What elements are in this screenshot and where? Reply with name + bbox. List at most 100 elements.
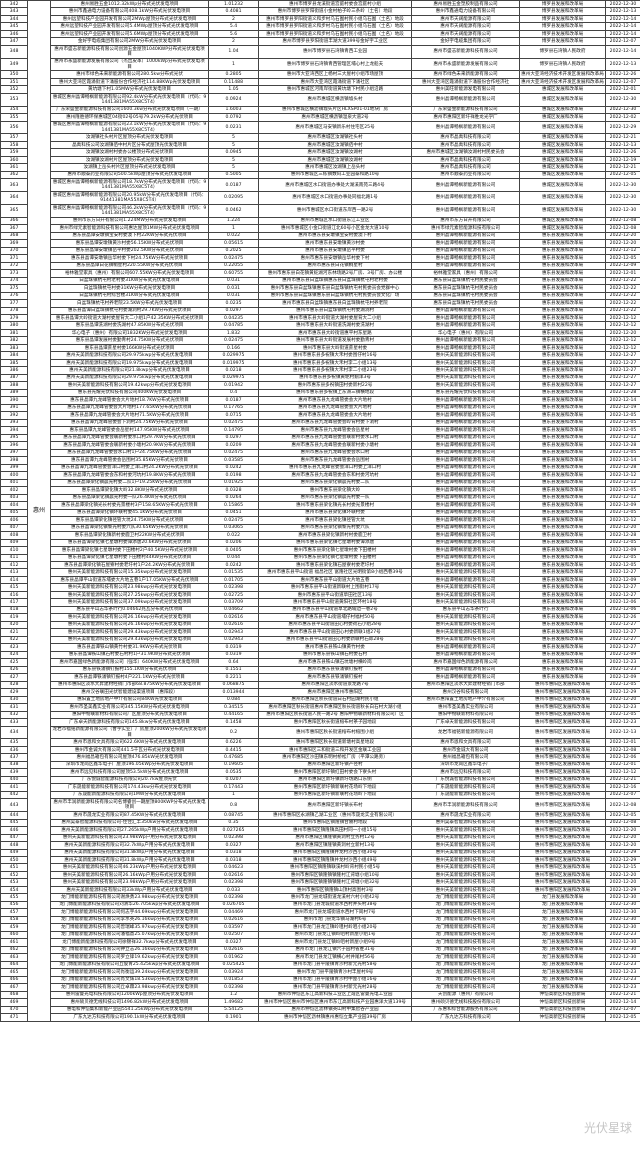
company-name: 惠州市绿元素智能源科技有限公司 (411, 224, 520, 233)
filing-date: 2022-12-30 (605, 0, 640, 9)
project-location: 惠州市惠东县白花镇桐星村 (258, 261, 412, 271)
approval-authority: 惠州市惠阳区发展和改革局 (519, 840, 606, 850)
project-location: 惠州市惠东县梁化镇黎光村委六队 (258, 523, 412, 533)
filing-date: 2022-12-29 (605, 120, 640, 135)
row-number: 471 (0, 1013, 28, 1022)
filing-date: 2022-12-23 (605, 975, 640, 985)
project-name: 惠州天美新能源科技有限公司21.8kwp分布式光伏发电项目 (50, 366, 209, 375)
capacity-mw: 0.02943 (208, 628, 259, 637)
company-name: 广东晟能新能源科技有限公司 (411, 790, 520, 800)
filing-date: 2022-12-30 (605, 893, 640, 902)
approval-authority: 惠东县发展和改革局 (519, 448, 606, 458)
table-row: 392 惠东县晶谭九龙峰管委会大片地村71.5KW分布式光伏项目 0.0715 惠州市… (0, 411, 640, 420)
approval-authority: 惠东县发展和改革局 (519, 665, 606, 675)
project-location: 惠州市惠东县大岭街道发展村委勤青村 (258, 336, 412, 345)
approval-authority: 惠州市惠阳区发展和改革局 (519, 768, 606, 777)
company-name: 惠州晶谭畅枫新能源有限公司 (411, 553, 520, 563)
approval-authority: 龙门县发展和改革局 (519, 923, 606, 932)
project-name: 龙门博能新能源科技有限公司徐锦祥32.7kwp分布式光伏发电项目 (50, 938, 209, 947)
project-name: 惠州市永盛新能源发展有限公司（杰出皮革）1000kWp分布式光伏发电项目 (50, 57, 209, 72)
project-location: 惠州市惠城区小金口街道江北60号小区金龙大道10号 (258, 224, 412, 233)
project-name: 惠东县晶谭九龙峰管委会联新村委小塘村20.9KW分布式光伏项目 (50, 441, 209, 450)
row-number: 429 (0, 688, 28, 697)
capacity-mw: 0.02475 (208, 254, 259, 263)
project-name: 惠东县晶谭梁化镇大岭32.8KW分布式光伏项目 (50, 486, 209, 495)
approval-authority: 惠东县发展和改革局 (519, 411, 606, 420)
project-name: 黄坑塘下村1.05MW分布式光伏发电项目 (50, 85, 209, 94)
project-location: 惠州市惠东县平山街道田心村委新联村石郎28号 (258, 635, 412, 645)
project-name: 惠东县晶谭安墩镇黄沙村委56.15KW分布式光伏项目 (50, 239, 209, 248)
project-location: 惠州市惠阳区秋长街道榕布村榕围小组 (258, 725, 412, 740)
row-number: 437 (0, 753, 28, 762)
capacity-mw: 0.02616 (208, 915, 259, 925)
capacity-mw: 0.0218 (208, 366, 259, 375)
company-name: 龙门博能新能源科技有限公司 (411, 945, 520, 955)
company-name: 惠州晶谭畅枫新能源有限公司 (411, 531, 520, 540)
project-location: 惠州市惠城区三栋镇数码工业园泰和路10号 (258, 170, 412, 180)
row-number: 399 (0, 463, 28, 473)
table-row: 361 汝湖镇上岳头村片区屋顶分布式光伏发电项目 5 惠州市惠城区汝湖镇上岳头村 惠州市… (0, 163, 640, 172)
table-row: 449 惠州天美新能源科技有限公司31.8kWp户用分布式光伏发电项目 0.0318… (0, 848, 640, 858)
table-row: 466 龙门博能新能源科技有限公司肖文辉18.53kwp分布式光伏发电项目 0.01… (0, 975, 640, 985)
capacity-mw: 0.0264 (208, 493, 259, 503)
row-number: 387 (0, 373, 28, 383)
filing-date: 2022-12-01 (605, 269, 640, 278)
company-name: 惠州晶谭畅枫新能源有限公司 (411, 673, 520, 682)
project-name: 惠州市绿元素智能源科技有限公司惠达屋顶1MW分布式光伏发电项目 (50, 224, 209, 233)
table-row: 405 惠东县晶谭梁化镇环联村委45.1KW分布式光伏项目 0.0451 惠州市惠东县… (0, 508, 640, 518)
row-number: 436 (0, 745, 28, 755)
filing-date: 2022-12-05 (605, 486, 640, 495)
project-name: 惠州天美新能源科技有限公司29.975kwp分布式光伏发电项目 (50, 351, 209, 360)
company-name: 惠州市惠阳区新圩祥胜龙光学厂 (411, 113, 520, 122)
project-name: 惠州远望科技产业园开发有限公司2MWp屋顶分布式光伏发电项目 (50, 14, 209, 24)
row-number: 469 (0, 998, 28, 1007)
approval-authority: 惠东县发展和改革局 (519, 590, 606, 600)
project-name: 惠东县晶谭安墩镇岳平村委202.5KW分布式光伏项目 (50, 246, 209, 256)
project-location: 惠州市惠阳区镇隆镇甘陂村地段 (258, 818, 412, 828)
company-name: 惠州美旺新能源发电有限公司 (411, 85, 520, 94)
approval-authority: 惠东县发展和改革局 (519, 568, 606, 577)
row-number: 460 (0, 930, 28, 940)
project-location: 惠州市惠阳区镇隆镇高田村同一小组15号 (258, 826, 412, 835)
company-name: 惠州晶谭畅枫新能源有限公司 (411, 254, 520, 263)
company-name: 惠州市嘉国绿色新能源有限公司 (411, 658, 520, 667)
table-row: 436 惠州市金诚大有限公司441.5千瓦分布式光伏发电项目 0.4415 惠州市惠阳… (0, 745, 640, 755)
capacity-mw: 0.34515 (208, 703, 259, 712)
company-name: 惠州晶谭畅枫新能源有限公司 (411, 321, 520, 331)
approval-authority: 博罗县发展和改革局 (519, 29, 606, 39)
company-name: 惠州市天阔能源有限公司 (411, 22, 520, 31)
capacity-mw: 1.224 (208, 216, 259, 226)
company-name: 惠州市盛志新能源科技有限公司 (411, 44, 520, 59)
filing-date: 2022-12-07 (605, 37, 640, 46)
approval-authority: 惠州大亚湾经济技术开发区发展和改革局 (519, 77, 606, 87)
filing-date: 2022-12-21 (605, 775, 640, 785)
project-location: 惠州市惠城区水口街道东江工业区 (258, 216, 412, 226)
row-number: 362 (0, 170, 28, 180)
project-name: 惠州市金诚大有限公司441.5千瓦分布式光伏发电项目 (50, 745, 209, 755)
capacity-mw: 0.03709 (208, 598, 259, 607)
capacity-mw: 0.02398 (208, 583, 259, 592)
project-name: 广东荣盛金新能源科技有限公司1600.3kw分布式光伏发电项目（一期） (50, 105, 209, 115)
company-name: 惠州晶谭畅枫新能源有限公司 (411, 501, 520, 510)
table-row: 363 惠城区惠州晶谭畅枫新能源有限公司18.7kW分布式光伏发电项目（代码：91… (0, 178, 640, 193)
capacity-mw: 0.0328 (208, 486, 259, 495)
project-name: 龙门博能新能源科技有限公司钟立志26.16kwp分布式光伏发电项目 (50, 945, 209, 955)
table-row: 444 惠州市晟龙实业有限公司87.45KW分布式光伏发电项目 0.08745 惠州市… (0, 811, 640, 820)
company-name: 惠州天美新能源科技有限公司 (411, 885, 520, 895)
approval-authority: 惠东县发展和改革局 (519, 463, 606, 473)
approval-authority: 龙门县发展和改革局 (519, 975, 606, 985)
row-number: 414 (0, 575, 28, 585)
capacity-mw: 1.2 (208, 990, 259, 1000)
project-location: 惠州市惠东县梁化镇径管大坑 (258, 516, 412, 525)
company-name: 惠州天美新能源科技有限公司 (411, 848, 520, 858)
filing-date: 2022-12-15 (605, 863, 640, 872)
capacity-mw: 0.0198 (208, 471, 259, 480)
row-number: 376 (0, 291, 28, 301)
table-row: 456 龙门博能新能源科技有限公司刘清华26.705kwp分布式光伏发电项目 0.0… (0, 900, 640, 910)
project-name: 惠东县晶谭梁化镇晨光村委二队1户19.25KW分布式光伏项目 (50, 478, 209, 488)
project-name: 惠州隆胜德环保惠城区04街02号05号79.2kW分布式光伏项目 (50, 113, 209, 122)
project-location: 惠州市惠阳区镇隆镇黄洞村立务村12号 (258, 833, 412, 843)
row-number: 412 (0, 560, 28, 570)
row-number: 349 (0, 57, 28, 72)
capacity-mw: 0.2805 (208, 70, 259, 79)
